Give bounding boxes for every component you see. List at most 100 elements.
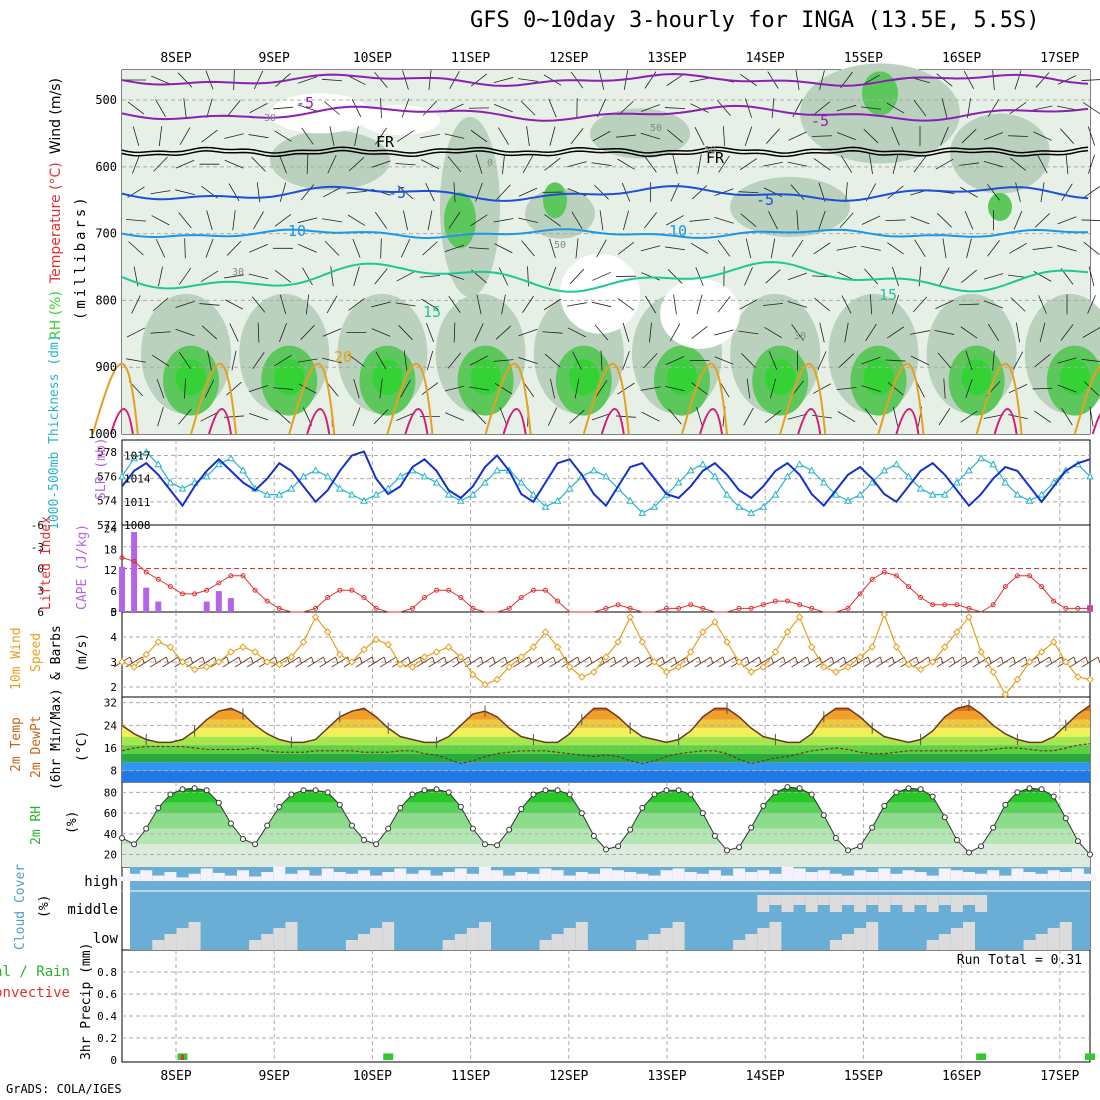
wind-barb xyxy=(201,129,218,143)
wind-barb xyxy=(739,299,758,310)
wind-barb xyxy=(375,127,387,145)
wind-barb xyxy=(273,106,293,110)
pressure-tick: 500 xyxy=(95,93,117,107)
wind-barb xyxy=(257,322,260,343)
wind-barb xyxy=(746,378,751,399)
contour-minus5-upper xyxy=(121,72,1089,87)
date-label-bottom: 8SEP xyxy=(160,1069,191,1084)
cloud-high-bar xyxy=(200,868,213,881)
cloud-high-bar xyxy=(1084,873,1096,881)
wind-barb xyxy=(690,103,709,113)
wind-barb xyxy=(937,352,952,369)
wind-barb xyxy=(887,381,904,396)
cloud-high-bar xyxy=(503,875,516,881)
wind-barb xyxy=(788,131,807,141)
wind-speed-point xyxy=(444,643,453,651)
wind-barb xyxy=(1010,297,1026,312)
pressure-tick: 1000 xyxy=(88,427,117,441)
thickness-tick: 574 xyxy=(97,495,117,508)
wind-barb xyxy=(1032,246,1053,250)
wind-barb-flag xyxy=(480,656,484,664)
cloud-low-bar xyxy=(660,928,673,950)
wind-barb xyxy=(666,215,684,226)
wind-barb-flag xyxy=(226,656,230,664)
lifted-index-point xyxy=(627,605,633,611)
wind-speed-point xyxy=(638,638,647,646)
wind-barb xyxy=(886,326,905,339)
wind-barb xyxy=(178,267,192,285)
wind-barb xyxy=(765,269,781,284)
wind-barb xyxy=(233,70,235,91)
wind-barb xyxy=(354,126,359,147)
wind-speed-point xyxy=(590,668,598,676)
thickness-point xyxy=(807,466,816,474)
wind-barb xyxy=(548,98,557,118)
wind-barb-10m xyxy=(428,656,445,668)
rh-blob-green xyxy=(444,192,476,249)
wind-barb xyxy=(743,407,754,426)
cloud-high-bar xyxy=(382,872,395,881)
wind-barb xyxy=(543,298,562,311)
wind-barb xyxy=(966,238,972,259)
wind-barb xyxy=(983,273,1004,280)
wind-barb xyxy=(494,243,513,254)
wind-barb xyxy=(813,383,831,394)
wind-barb xyxy=(131,295,141,314)
cloud-high-bar xyxy=(466,873,479,881)
cloud-low-bar xyxy=(1047,928,1060,950)
date-label-top: 15SEP xyxy=(844,51,883,66)
lifted-index-point xyxy=(772,598,778,604)
wind-barb-flag xyxy=(891,656,895,664)
contour-label: -5 xyxy=(296,94,314,112)
rh-blob-bright xyxy=(765,359,796,396)
thickness-point xyxy=(166,478,175,486)
wind-barb xyxy=(1034,410,1051,423)
wind-barb xyxy=(274,213,292,227)
wind-barb xyxy=(1087,126,1096,146)
wind-barb xyxy=(644,212,657,229)
cloud-high-bar xyxy=(1059,872,1072,881)
cloud-mid-bar xyxy=(817,895,830,905)
rh-blob-green xyxy=(988,192,1012,221)
wind-barb xyxy=(694,127,705,146)
wind-barb xyxy=(232,210,236,231)
wind-barb xyxy=(987,99,1000,117)
wind-barb xyxy=(891,126,900,146)
wind-barb xyxy=(1060,128,1074,144)
wind-barb xyxy=(640,132,661,140)
cloud-high-bar xyxy=(745,872,758,881)
rh-point xyxy=(494,842,501,849)
lifted-index-point xyxy=(1039,584,1045,590)
wind-barb xyxy=(518,187,538,197)
wind-barb xyxy=(1032,387,1053,390)
cloud-mid-bar xyxy=(938,895,951,905)
rh-point xyxy=(1074,838,1081,845)
cloud-low-bar xyxy=(757,928,770,950)
wind-barb xyxy=(640,386,661,391)
lifted-index-point xyxy=(736,605,742,611)
footer-credit: GrADS: COLA/IGES xyxy=(6,1082,122,1096)
cloud-high-bar xyxy=(116,876,128,881)
wind-barb-flag xyxy=(770,656,774,664)
cloud-low-bar xyxy=(454,934,467,950)
wind-barb xyxy=(471,409,487,425)
cloud-mid-bar xyxy=(781,895,794,912)
wind-barb xyxy=(1057,216,1077,225)
cloud-high-bar xyxy=(309,875,322,881)
rh-blob-mid xyxy=(270,130,390,191)
wind-speed-point xyxy=(565,663,574,671)
wind-barb xyxy=(836,246,857,251)
cloud-low-bar xyxy=(648,934,661,950)
rh-point xyxy=(252,841,259,848)
cloud-low-bar xyxy=(382,922,395,950)
wind-barb-10m xyxy=(162,656,179,668)
lifted-index-point xyxy=(143,569,149,575)
wind-barb xyxy=(502,154,505,175)
cloud-low-bar xyxy=(963,922,975,950)
lifted-index-point xyxy=(204,587,210,593)
wind-barb xyxy=(444,133,465,139)
wind-barb-flag xyxy=(335,656,339,664)
cloud-low-bar xyxy=(672,922,685,950)
wind-barb xyxy=(426,323,434,342)
cloud-high-bar xyxy=(551,870,564,881)
